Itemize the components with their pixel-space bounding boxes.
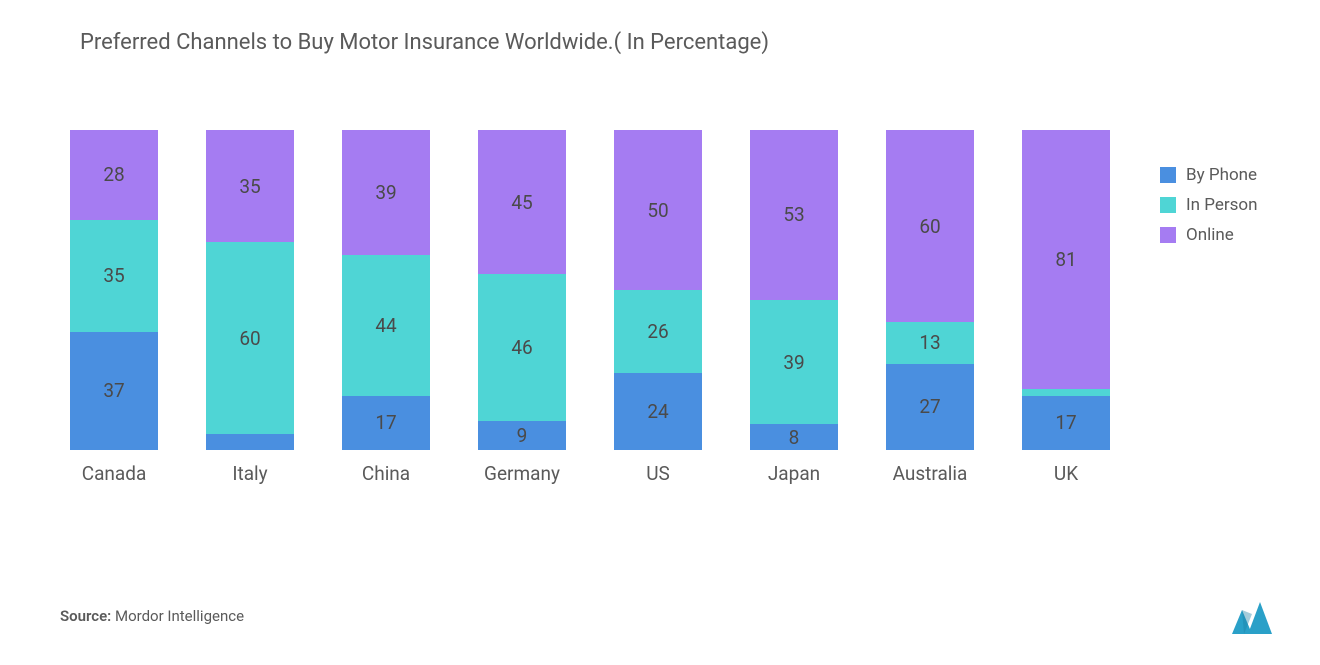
legend-item-by-phone: By Phone (1160, 165, 1257, 185)
bar-segment-in-person: 35 (70, 220, 158, 332)
legend-label: Online (1186, 225, 1234, 245)
bar-segment-by-phone: 9 (478, 421, 566, 450)
bar-segment-online: 60 (886, 130, 974, 322)
bar-segment-online: 35 (206, 130, 294, 242)
bar-segment-by-phone: 24 (614, 373, 702, 450)
category-label: Australia (893, 462, 968, 485)
bar-segment-by-phone: 8 (750, 424, 838, 450)
legend-label: In Person (1186, 195, 1257, 215)
bar-segment-in-person: 39 (750, 300, 838, 425)
bar-stack: 283537 (70, 130, 158, 450)
bar-segment-by-phone: 37 (70, 332, 158, 450)
bar-stack: 3560 (206, 130, 294, 450)
bar-column: 3560 Italy (206, 130, 294, 485)
bar-stack: 394417 (342, 130, 430, 450)
category-label: China (362, 462, 410, 485)
source-label: Source: (60, 607, 111, 625)
category-label: Germany (484, 462, 560, 485)
bar-segment-by-phone: 17 (342, 396, 430, 450)
bar-segment-online: 53 (750, 130, 838, 300)
category-label: US (646, 462, 670, 485)
chart-container: Preferred Channels to Buy Motor Insuranc… (0, 0, 1320, 665)
category-label: UK (1054, 462, 1078, 485)
bar-segment-in-person: 46 (478, 274, 566, 421)
bar-segment-by-phone (206, 434, 294, 450)
bar-column: 601327 Australia (886, 130, 974, 485)
category-label: Japan (768, 462, 820, 485)
bar-column: 53398 Japan (750, 130, 838, 485)
bar-stack: 53398 (750, 130, 838, 450)
bar-segment-in-person: 26 (614, 290, 702, 373)
chart-body: 283537Canada3560Italy394417China45469Ger… (60, 125, 1260, 485)
legend-label: By Phone (1186, 165, 1257, 185)
legend-swatch (1160, 197, 1176, 213)
chart-area: 283537Canada3560Italy394417China45469Ger… (70, 125, 1110, 485)
bar-segment-online: 45 (478, 130, 566, 274)
bar-segment-online: 39 (342, 130, 430, 255)
bar-segment-by-phone: 27 (886, 364, 974, 450)
bar-stack: 502624 (614, 130, 702, 450)
chart-title: Preferred Channels to Buy Motor Insuranc… (80, 30, 1260, 55)
legend-swatch (1160, 227, 1176, 243)
bar-column: 45469 Germany (478, 130, 566, 485)
bar-column: 283537 Canada (70, 130, 158, 485)
bar-stack: 601327 (886, 130, 974, 450)
bar-segment-online: 50 (614, 130, 702, 290)
source-line: Source: Mordor Intelligence (60, 607, 244, 625)
bar-segment-online: 28 (70, 130, 158, 220)
bar-segment-in-person: 60 (206, 242, 294, 434)
category-label: Italy (232, 462, 267, 485)
brand-logo (1230, 600, 1280, 640)
legend-swatch (1160, 167, 1176, 183)
legend-item-online: Online (1160, 225, 1257, 245)
legend-item-in-person: In Person (1160, 195, 1257, 215)
bar-segment-in-person: 44 (342, 255, 430, 396)
bar-stack: 8117 (1022, 130, 1110, 450)
source-text: Mordor Intelligence (115, 607, 244, 625)
category-label: Canada (82, 462, 147, 485)
bar-stack: 45469 (478, 130, 566, 450)
bar-segment-by-phone: 17 (1022, 396, 1110, 450)
bar-segment-in-person: 13 (886, 322, 974, 364)
legend: By Phone In Person Online (1160, 165, 1257, 245)
bar-segment-online: 81 (1022, 130, 1110, 389)
bar-column: 502624 US (614, 130, 702, 485)
bar-column: 394417 China (342, 130, 430, 485)
bar-column: 8117UK (1022, 130, 1110, 485)
